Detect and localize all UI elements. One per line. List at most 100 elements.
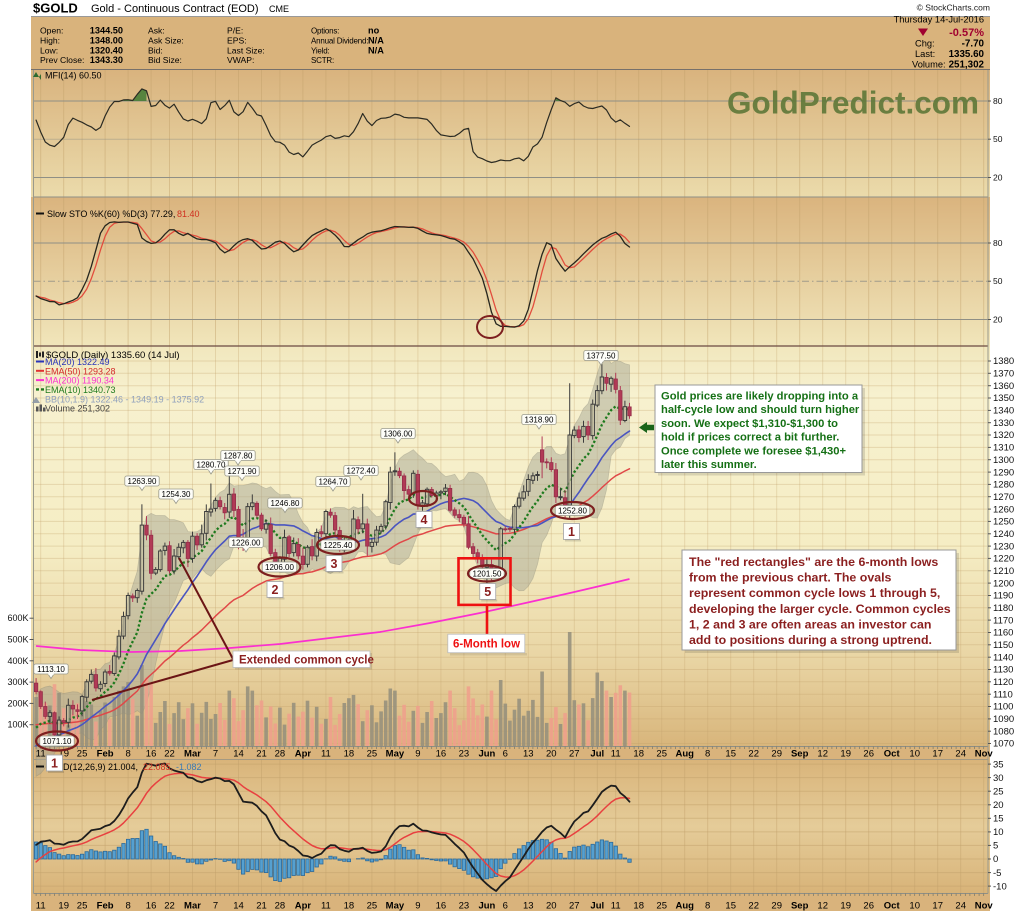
svg-text:GoldPredict.com: GoldPredict.com [727, 85, 979, 121]
svg-text:1140: 1140 [993, 652, 1013, 663]
svg-text:Prev Close:: Prev Close: [40, 55, 84, 65]
svg-text:1290: 1290 [993, 467, 1014, 478]
svg-text:High:: High: [40, 35, 60, 45]
svg-text:19: 19 [58, 901, 69, 912]
svg-text:25: 25 [77, 749, 88, 760]
svg-text:80: 80 [993, 238, 1003, 248]
svg-text:Last:: Last: [915, 49, 935, 59]
svg-text:no: no [368, 26, 380, 36]
svg-text:5: 5 [993, 841, 998, 852]
svg-text:11: 11 [611, 901, 621, 912]
svg-text:25: 25 [77, 901, 88, 912]
svg-text:22: 22 [748, 901, 759, 912]
svg-text:1343.30: 1343.30 [90, 55, 123, 65]
svg-text:35: 35 [993, 759, 1004, 770]
svg-text:26: 26 [863, 901, 874, 912]
svg-text:1377.50: 1377.50 [587, 352, 616, 361]
svg-text:-7.70: -7.70 [962, 39, 985, 50]
svg-text:represent common cycle lows 1: represent common cycle lows 1 through 5, [689, 586, 940, 600]
svg-text:1100: 1100 [993, 702, 1013, 713]
svg-text:10: 10 [993, 827, 1004, 838]
svg-text:10: 10 [909, 901, 920, 912]
svg-text:11: 11 [36, 901, 46, 912]
svg-text:29: 29 [771, 901, 782, 912]
svg-text:Open:: Open: [40, 26, 63, 36]
svg-text:18: 18 [344, 901, 355, 912]
svg-text:later this summer.: later this summer. [661, 459, 757, 471]
svg-text:600K: 600K [7, 613, 28, 623]
svg-text:Once complete we foresee $1,43: Once complete we foresee $1,430+ [661, 445, 846, 457]
svg-text:1272.40: 1272.40 [347, 467, 376, 476]
svg-text:Oct: Oct [884, 901, 901, 912]
svg-text:1335.60: 1335.60 [949, 49, 985, 60]
svg-text:1270: 1270 [993, 492, 1014, 503]
svg-text:Jul: Jul [590, 749, 604, 760]
svg-text:20: 20 [993, 173, 1003, 183]
svg-text:Extended common cycle: Extended common cycle [239, 655, 374, 667]
svg-text:16: 16 [146, 749, 157, 760]
svg-text:© StockCharts.com: © StockCharts.com [917, 3, 990, 13]
svg-text:14: 14 [233, 749, 244, 760]
svg-text:-5: -5 [993, 868, 1001, 879]
svg-text:D(12,26,9) 21.004,: D(12,26,9) 21.004, [63, 762, 138, 772]
svg-text:Thursday 14-Jul-2016: Thursday 14-Jul-2016 [894, 15, 984, 25]
svg-text:1180: 1180 [993, 603, 1013, 614]
svg-text:7: 7 [213, 901, 218, 912]
svg-text:6: 6 [503, 749, 508, 760]
svg-text:28: 28 [275, 749, 286, 760]
svg-text:1071.10: 1071.10 [43, 737, 72, 746]
svg-text:25: 25 [656, 901, 667, 912]
svg-text:Jun: Jun [478, 749, 495, 760]
svg-text:22: 22 [164, 901, 175, 912]
svg-text:300K: 300K [7, 677, 28, 687]
svg-text:Nov: Nov [975, 901, 994, 912]
svg-text:16: 16 [436, 749, 447, 760]
svg-text:50: 50 [993, 134, 1003, 144]
svg-text:1230: 1230 [993, 541, 1014, 552]
svg-text:15: 15 [725, 749, 736, 760]
svg-text:Gold prices are likely droppin: Gold prices are likely dropping into a [661, 391, 859, 403]
svg-text:8: 8 [125, 901, 130, 912]
svg-text:400K: 400K [7, 656, 28, 666]
svg-text:50: 50 [993, 276, 1003, 286]
svg-text:Jun: Jun [478, 901, 495, 912]
svg-text:from the previous chart. The o: from the previous chart. The ovals [689, 571, 892, 585]
svg-text:developing the larger cycle. C: developing the larger cycle. Common cycl… [689, 602, 951, 616]
svg-text:8: 8 [125, 749, 130, 760]
svg-text:1130: 1130 [993, 665, 1013, 676]
svg-text:1250: 1250 [993, 517, 1014, 528]
svg-text:1160: 1160 [993, 628, 1013, 639]
svg-text:1240: 1240 [993, 529, 1014, 540]
svg-text:Mar: Mar [184, 901, 201, 912]
svg-text:SCTR:: SCTR: [311, 56, 334, 65]
svg-text:1070: 1070 [993, 739, 1014, 750]
svg-text:1220: 1220 [993, 554, 1014, 565]
svg-text:500K: 500K [7, 635, 28, 645]
svg-text:8: 8 [705, 749, 710, 760]
svg-text:10: 10 [909, 749, 920, 760]
svg-text:11: 11 [611, 749, 621, 760]
svg-text:1113.10: 1113.10 [37, 665, 65, 674]
svg-text:1090: 1090 [993, 714, 1014, 725]
svg-text:100K: 100K [7, 720, 28, 730]
svg-text:27: 27 [569, 901, 580, 912]
svg-text:12: 12 [817, 901, 828, 912]
svg-text:1170: 1170 [993, 615, 1013, 626]
svg-text:Mar: Mar [184, 749, 201, 760]
svg-text:200K: 200K [7, 698, 28, 708]
svg-text:9: 9 [415, 749, 420, 760]
svg-text:9: 9 [415, 901, 420, 912]
svg-text:13: 13 [523, 749, 534, 760]
svg-text:1225.40: 1225.40 [324, 541, 353, 550]
svg-text:24: 24 [955, 901, 966, 912]
svg-text:1, 2 and 3 are often areas an: 1, 2 and 3 are often areas an investor c… [689, 617, 931, 631]
svg-text:1360: 1360 [993, 381, 1014, 392]
svg-text:1344.50: 1344.50 [90, 26, 123, 36]
svg-text:VWAP:: VWAP: [227, 55, 254, 65]
svg-text:25: 25 [993, 786, 1004, 797]
svg-text:Annual Dividend:: Annual Dividend: [311, 36, 368, 45]
svg-text:24: 24 [955, 749, 966, 760]
svg-text:1264.70: 1264.70 [319, 478, 348, 487]
svg-text:21: 21 [256, 901, 267, 912]
svg-text:Yield:: Yield: [311, 46, 330, 55]
